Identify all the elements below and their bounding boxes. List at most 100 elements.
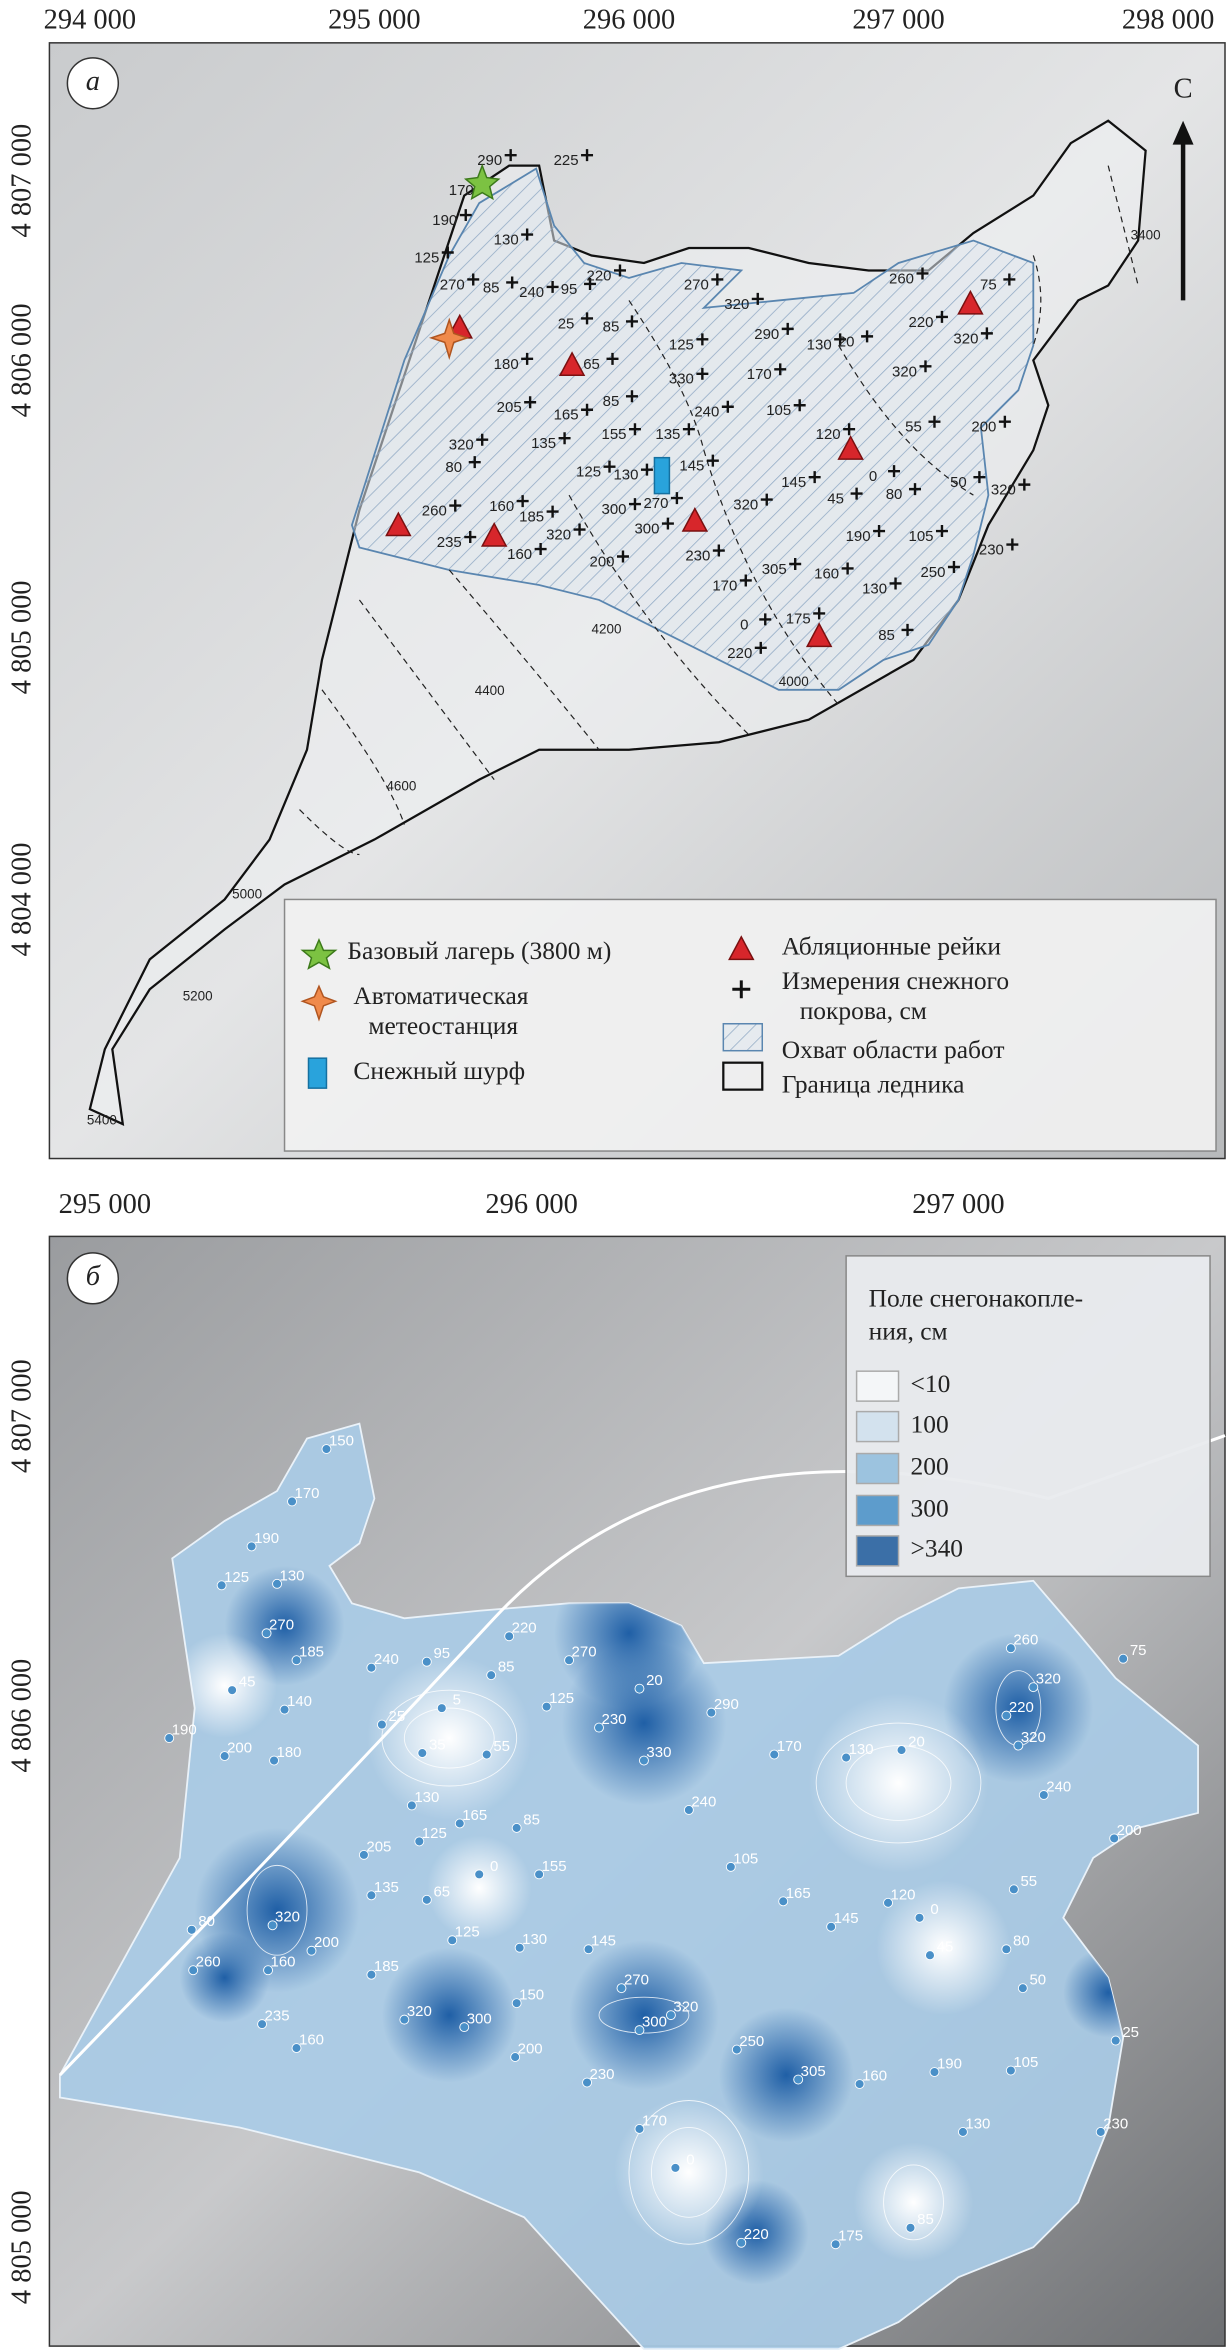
depth-label: 0 <box>869 468 877 485</box>
depth-label: 120 <box>816 426 841 443</box>
measurement-cross <box>628 423 641 436</box>
ablation-stake <box>837 435 864 460</box>
depth-label: 45 <box>827 491 844 508</box>
depth-label: 190 <box>432 212 457 229</box>
depth-label: 125 <box>224 1569 249 1586</box>
depth-label: 230 <box>1103 2115 1128 2132</box>
measurement-cross <box>754 641 767 654</box>
legend-title: ния, см <box>869 1317 948 1346</box>
depth-label: 45 <box>937 1939 954 1956</box>
depth-label: 95 <box>561 281 578 298</box>
measurement-cross <box>524 396 537 409</box>
depth-label: 160 <box>814 565 839 582</box>
measurement-point <box>358 1849 369 1860</box>
depth-label: 270 <box>684 276 709 293</box>
measurement-cross <box>573 523 586 536</box>
measurement-point <box>639 1755 649 1766</box>
measurement-cross <box>888 465 901 478</box>
depth-label: 330 <box>646 1744 671 1761</box>
panel-a <box>48 42 1226 1160</box>
measurement-cross <box>760 493 773 506</box>
depth-label: 240 <box>1046 1778 1071 1795</box>
panel-label: а <box>86 66 100 97</box>
measurement-point <box>1095 2126 1106 2137</box>
depth-label: 35 <box>429 1737 446 1754</box>
measurement-cross <box>973 471 986 484</box>
depth-label: 125 <box>549 1690 574 1707</box>
measurement-point <box>257 2019 268 2030</box>
measurement-point <box>227 1685 238 1696</box>
measurement-point <box>399 2014 410 2025</box>
depth-label: 50 <box>1029 1972 1046 1989</box>
depth-label: 185 <box>519 509 544 526</box>
depth-label: 125 <box>669 336 694 353</box>
measurement-point <box>883 1897 893 1908</box>
measurement-cross <box>516 495 529 508</box>
depth-label: 220 <box>744 2226 769 2243</box>
depth-label: 185 <box>374 1958 399 1975</box>
measurement-point <box>406 1800 417 1811</box>
elevation-label: 4200 <box>592 621 622 636</box>
measurement-point <box>366 1969 377 1980</box>
measurement-point <box>417 1748 428 1759</box>
measurement-point <box>447 1935 458 1946</box>
x-coord-label: 295 000 <box>328 4 420 35</box>
elevation-label: 4400 <box>475 683 505 698</box>
measurement-point <box>616 1983 627 1994</box>
measurement-cross <box>706 454 719 467</box>
measurement-cross <box>901 623 914 636</box>
measurement-cross <box>603 460 616 473</box>
measurement-point <box>376 1719 387 1730</box>
depth-label: 125 <box>422 1825 447 1842</box>
depth-label: 235 <box>437 534 462 551</box>
measurement-cross <box>661 517 674 530</box>
depth-label: 225 <box>554 152 579 169</box>
depth-label: 135 <box>374 1879 399 1896</box>
depth-label: 190 <box>846 528 871 545</box>
measurement-point <box>186 1924 197 1935</box>
measurement-cross <box>625 390 638 403</box>
measurement-cross <box>861 330 874 343</box>
measurement-point <box>279 1704 290 1715</box>
depth-label: 20 <box>908 1734 925 1751</box>
depth-label: 80 <box>198 1913 215 1930</box>
depth-label: 45 <box>239 1674 256 1691</box>
measurement-cross <box>928 415 941 428</box>
legend-boundary <box>722 1061 764 1091</box>
depth-label: 125 <box>576 464 601 481</box>
depth-label: 320 <box>991 482 1016 499</box>
legend-label: 300 <box>911 1493 949 1522</box>
y-coord-label: 4 806 000 <box>6 1659 37 1773</box>
measurement-cross <box>919 360 932 373</box>
measurement-point <box>541 1701 552 1712</box>
x-coord-label: 297 000 <box>912 1189 1004 1220</box>
legend-label: Граница ледника <box>782 1069 965 1098</box>
depth-label: 170 <box>642 2112 667 2129</box>
legend-label: Снежный шурф <box>353 1056 525 1085</box>
depth-label: 20 <box>838 333 855 350</box>
depth-label: 270 <box>572 1644 597 1661</box>
measurement-point <box>421 1656 432 1667</box>
depth-label: 125 <box>414 249 439 266</box>
measurement-cross <box>581 312 594 325</box>
y-coord-label: 4 807 000 <box>6 124 37 238</box>
legend-label: Измерения снежного <box>782 966 1009 995</box>
depth-label: 75 <box>980 276 997 293</box>
legend-title: Поле снегонакопле- <box>869 1284 1084 1313</box>
measurement-point <box>474 1869 485 1880</box>
measurement-cross <box>813 607 826 620</box>
measurement-cross <box>696 333 709 346</box>
depth-label: 205 <box>497 399 522 416</box>
legend-label: Абляционные рейки <box>782 932 1002 961</box>
depth-label: 320 <box>546 526 571 543</box>
depth-label: 150 <box>519 1987 544 2004</box>
measurement-cross <box>546 505 559 518</box>
accumulation-field <box>172 1558 1154 2285</box>
depth-label: 190 <box>172 1722 197 1739</box>
depth-label: 320 <box>673 1999 698 2016</box>
legend-swatch <box>855 1370 900 1402</box>
depth-label: 160 <box>299 2032 324 2049</box>
measurement-point <box>670 2162 681 2173</box>
depth-label: 220 <box>512 1620 537 1637</box>
depth-label: 220 <box>909 314 934 331</box>
